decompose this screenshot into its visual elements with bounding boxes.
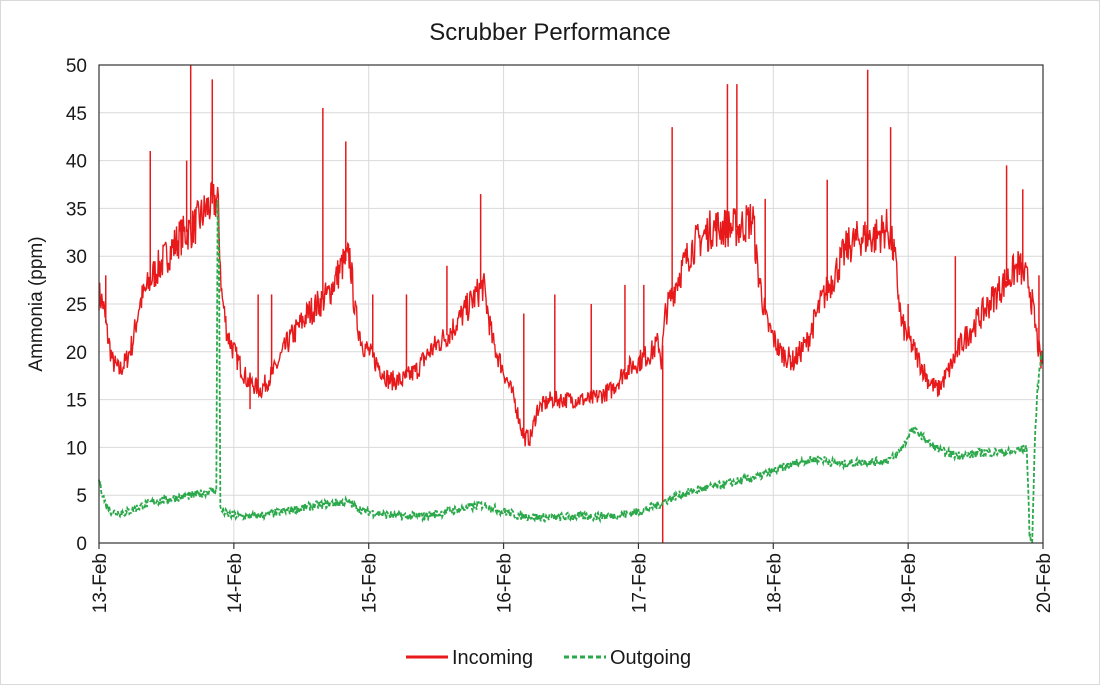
y-tick-label: 0 [76, 534, 87, 555]
x-tick-label: 13-Feb [90, 553, 111, 613]
y-tick-label: 20 [66, 343, 87, 364]
plot-area-border [98, 64, 1044, 544]
x-tick-label: 14-Feb [225, 553, 246, 613]
y-tick-label: 5 [76, 486, 87, 507]
legend-incoming-label: Incoming [452, 647, 533, 669]
y-tick-label: 40 [66, 152, 87, 173]
series-incoming-line [98, 180, 1044, 447]
y-tick-label: 45 [66, 104, 87, 125]
legend-outgoing-label: Outgoing [610, 647, 691, 669]
grid [98, 64, 1044, 544]
x-tick-label: 15-Feb [360, 553, 381, 613]
x-tick-label: 20-Feb [1034, 553, 1055, 613]
axes [98, 64, 1044, 549]
y-tick-label: 25 [66, 295, 87, 316]
chart-title: Scrubber Performance [429, 19, 670, 46]
series-layer [98, 65, 1044, 544]
legend: Incoming Outgoing [406, 647, 691, 669]
y-tick-label: 35 [66, 199, 87, 220]
y-tick-label: 15 [66, 391, 87, 412]
series-outgoing-line [98, 200, 1044, 544]
y-tick-label: 10 [66, 438, 87, 459]
x-tick-label: 19-Feb [899, 553, 920, 613]
y-tick-label: 50 [66, 56, 87, 77]
tick-labels: 0 5 10 15 20 25 30 35 40 45 50 13-Feb 14-Feb 15-Feb 16… [66, 56, 1055, 613]
y-axis-label: Ammonia (ppm) [26, 236, 47, 371]
x-tick-label: 16-Feb [495, 553, 516, 613]
x-tick-label: 17-Feb [629, 553, 650, 613]
y-tick-label: 30 [66, 247, 87, 268]
x-tick-label: 18-Feb [764, 553, 785, 613]
